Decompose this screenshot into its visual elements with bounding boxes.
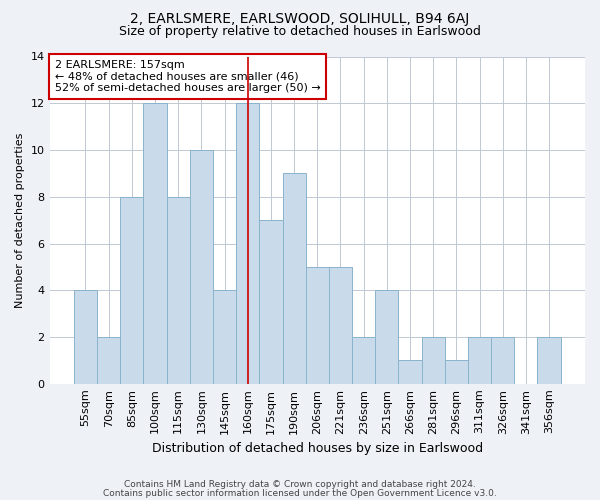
X-axis label: Distribution of detached houses by size in Earlswood: Distribution of detached houses by size … — [152, 442, 483, 455]
Bar — [445, 360, 468, 384]
Bar — [190, 150, 213, 384]
Bar — [283, 174, 305, 384]
Bar — [329, 267, 352, 384]
Bar — [422, 337, 445, 384]
Y-axis label: Number of detached properties: Number of detached properties — [15, 132, 25, 308]
Bar — [259, 220, 283, 384]
Text: Size of property relative to detached houses in Earlswood: Size of property relative to detached ho… — [119, 25, 481, 38]
Text: Contains HM Land Registry data © Crown copyright and database right 2024.: Contains HM Land Registry data © Crown c… — [124, 480, 476, 489]
Text: Contains public sector information licensed under the Open Government Licence v3: Contains public sector information licen… — [103, 489, 497, 498]
Bar — [305, 267, 329, 384]
Bar — [491, 337, 514, 384]
Bar — [236, 104, 259, 384]
Bar — [143, 104, 167, 384]
Bar — [97, 337, 120, 384]
Bar — [468, 337, 491, 384]
Bar — [398, 360, 422, 384]
Bar — [538, 337, 560, 384]
Text: 2, EARLSMERE, EARLSWOOD, SOLIHULL, B94 6AJ: 2, EARLSMERE, EARLSWOOD, SOLIHULL, B94 6… — [130, 12, 470, 26]
Bar — [213, 290, 236, 384]
Text: 2 EARLSMERE: 157sqm
← 48% of detached houses are smaller (46)
52% of semi-detach: 2 EARLSMERE: 157sqm ← 48% of detached ho… — [55, 60, 320, 93]
Bar — [352, 337, 375, 384]
Bar — [375, 290, 398, 384]
Bar — [74, 290, 97, 384]
Bar — [120, 197, 143, 384]
Bar — [167, 197, 190, 384]
